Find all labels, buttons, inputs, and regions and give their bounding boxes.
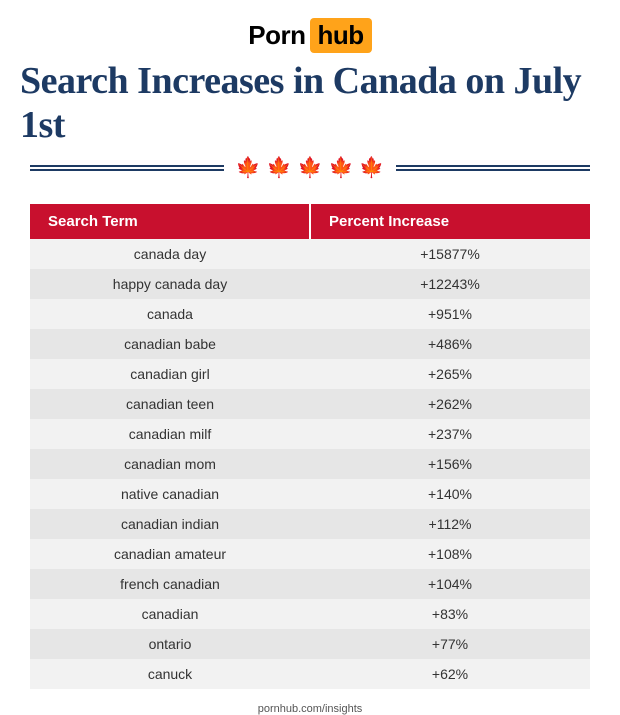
- cell-pct: +265%: [310, 359, 590, 389]
- cell-pct: +486%: [310, 329, 590, 359]
- maple-leaf-icon: 🍁: [267, 155, 292, 180]
- cell-term: canadian indian: [30, 509, 310, 539]
- cell-pct: +140%: [310, 479, 590, 509]
- search-increase-table: Search Term Percent Increase canada day+…: [30, 204, 590, 689]
- logo-part1: Porn: [248, 20, 305, 51]
- cell-pct: +112%: [310, 509, 590, 539]
- table-row: canada+951%: [30, 299, 590, 329]
- table-row: happy canada day+12243%: [30, 269, 590, 299]
- cell-term: canadian amateur: [30, 539, 310, 569]
- table-body: canada day+15877%happy canada day+12243%…: [30, 239, 590, 689]
- brand-logo: Porn hub: [248, 18, 371, 53]
- title-divider: 🍁🍁🍁🍁🍁: [30, 155, 590, 180]
- cell-term: canadian milf: [30, 419, 310, 449]
- maple-leaf-icon: 🍁: [328, 155, 353, 180]
- table-row: canadian mom+156%: [30, 449, 590, 479]
- maple-leaf-icon: 🍁: [236, 155, 261, 180]
- cell-pct: +108%: [310, 539, 590, 569]
- table-row: canadian amateur+108%: [30, 539, 590, 569]
- logo-part2: hub: [310, 18, 372, 53]
- table-header: Search Term Percent Increase: [30, 204, 590, 239]
- table-row: canadian indian+112%: [30, 509, 590, 539]
- table-row: canadian girl+265%: [30, 359, 590, 389]
- cell-term: french canadian: [30, 569, 310, 599]
- cell-term: canada day: [30, 239, 310, 269]
- divider-line-left: [30, 165, 224, 171]
- cell-term: canada: [30, 299, 310, 329]
- maple-leaf-icon: 🍁: [359, 155, 384, 180]
- column-header-term: Search Term: [30, 204, 309, 239]
- table-row: canada day+15877%: [30, 239, 590, 269]
- cell-term: canadian teen: [30, 389, 310, 419]
- maple-leaf-row: 🍁🍁🍁🍁🍁: [224, 155, 397, 180]
- table-row: native canadian+140%: [30, 479, 590, 509]
- table-row: french canadian+104%: [30, 569, 590, 599]
- cell-pct: +12243%: [310, 269, 590, 299]
- cell-term: canuck: [30, 659, 310, 689]
- table-row: canadian babe+486%: [30, 329, 590, 359]
- cell-term: ontario: [30, 629, 310, 659]
- cell-term: canadian babe: [30, 329, 310, 359]
- cell-pct: +62%: [310, 659, 590, 689]
- table-row: canadian+83%: [30, 599, 590, 629]
- table-row: ontario+77%: [30, 629, 590, 659]
- cell-pct: +104%: [310, 569, 590, 599]
- cell-pct: +83%: [310, 599, 590, 629]
- cell-term: canadian girl: [30, 359, 310, 389]
- table-row: canuck+62%: [30, 659, 590, 689]
- table-row: canadian milf+237%: [30, 419, 590, 449]
- cell-term: canadian: [30, 599, 310, 629]
- column-header-pct: Percent Increase: [309, 204, 590, 239]
- maple-leaf-icon: 🍁: [298, 155, 323, 180]
- table-row: canadian teen+262%: [30, 389, 590, 419]
- footer-source: pornhub.com/insights: [258, 703, 363, 715]
- cell-pct: +15877%: [310, 239, 590, 269]
- cell-pct: +237%: [310, 419, 590, 449]
- cell-term: native canadian: [30, 479, 310, 509]
- cell-pct: +156%: [310, 449, 590, 479]
- cell-pct: +951%: [310, 299, 590, 329]
- cell-term: happy canada day: [30, 269, 310, 299]
- page-title: Search Increases in Canada on July 1st: [20, 59, 600, 147]
- cell-pct: +77%: [310, 629, 590, 659]
- cell-term: canadian mom: [30, 449, 310, 479]
- divider-line-right: [396, 165, 590, 171]
- cell-pct: +262%: [310, 389, 590, 419]
